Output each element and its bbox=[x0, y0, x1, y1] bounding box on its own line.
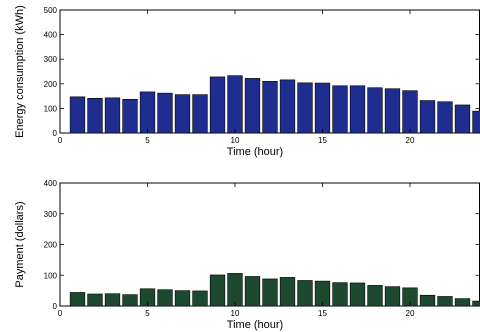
bar bbox=[122, 98, 138, 134]
bar bbox=[349, 282, 366, 307]
bar bbox=[192, 94, 208, 134]
x-tick-label: 10 bbox=[231, 136, 240, 145]
y-tick-label: 500 bbox=[44, 6, 58, 15]
x-tick-label: 5 bbox=[145, 309, 150, 318]
bar bbox=[402, 90, 418, 134]
y-tick-label: 200 bbox=[44, 241, 58, 250]
y-tick-label: 200 bbox=[44, 80, 58, 89]
bar bbox=[349, 85, 366, 134]
bar bbox=[87, 293, 103, 307]
x-tick-label: 15 bbox=[318, 136, 327, 145]
bar bbox=[367, 87, 383, 134]
bar bbox=[174, 290, 191, 307]
x-axis-label: Time (hour) bbox=[227, 146, 283, 158]
bar bbox=[454, 104, 471, 134]
y-tick-label: 300 bbox=[44, 55, 58, 64]
bar bbox=[104, 293, 121, 307]
bar bbox=[87, 98, 103, 134]
bar bbox=[437, 101, 453, 134]
bar bbox=[244, 78, 261, 134]
bar bbox=[157, 289, 173, 307]
bar bbox=[279, 277, 296, 307]
x-tick-label: 0 bbox=[58, 136, 63, 145]
bar bbox=[209, 76, 226, 134]
bar bbox=[262, 81, 278, 134]
x-tick-label: 20 bbox=[406, 136, 415, 145]
bar bbox=[192, 290, 208, 307]
y-tick-label: 0 bbox=[53, 129, 58, 138]
bar bbox=[279, 79, 296, 134]
y-tick-label: 300 bbox=[44, 210, 58, 219]
y-tick-label: 400 bbox=[44, 31, 58, 40]
bar bbox=[104, 97, 121, 134]
y-tick-label: 100 bbox=[44, 271, 58, 280]
x-tick-label: 5 bbox=[145, 136, 150, 145]
bar bbox=[454, 298, 471, 307]
bar bbox=[419, 294, 436, 307]
bar bbox=[69, 96, 86, 134]
y-tick-label: 0 bbox=[53, 302, 58, 311]
bar bbox=[437, 296, 453, 307]
bar bbox=[244, 276, 261, 307]
y-tick-label: 400 bbox=[44, 179, 58, 188]
x-axis-label: Time (hour) bbox=[227, 319, 283, 331]
x-tick-label: 20 bbox=[406, 309, 415, 318]
bar bbox=[227, 75, 243, 134]
bar bbox=[384, 286, 401, 307]
bar bbox=[419, 100, 436, 134]
bar bbox=[314, 82, 331, 134]
bar bbox=[122, 294, 138, 307]
bar bbox=[157, 92, 173, 134]
bar bbox=[367, 285, 383, 307]
bar bbox=[297, 280, 313, 307]
bar bbox=[209, 274, 226, 307]
bar bbox=[227, 273, 243, 307]
bar bbox=[174, 94, 191, 134]
x-tick-label: 10 bbox=[231, 309, 240, 318]
bar bbox=[297, 82, 313, 134]
y-axis-label: Energy consumption (kWh) bbox=[14, 5, 26, 138]
bar bbox=[139, 91, 156, 134]
bar bbox=[332, 85, 348, 134]
y-tick-label: 100 bbox=[44, 104, 58, 113]
x-tick-label: 0 bbox=[58, 309, 63, 318]
bar bbox=[472, 300, 480, 307]
y-axis-label: Payment (dollars) bbox=[14, 201, 26, 287]
bar bbox=[69, 292, 86, 307]
x-tick-label: 15 bbox=[318, 309, 327, 318]
bar bbox=[262, 278, 278, 307]
bar bbox=[384, 88, 401, 134]
bar bbox=[332, 282, 348, 307]
bar bbox=[472, 110, 480, 134]
